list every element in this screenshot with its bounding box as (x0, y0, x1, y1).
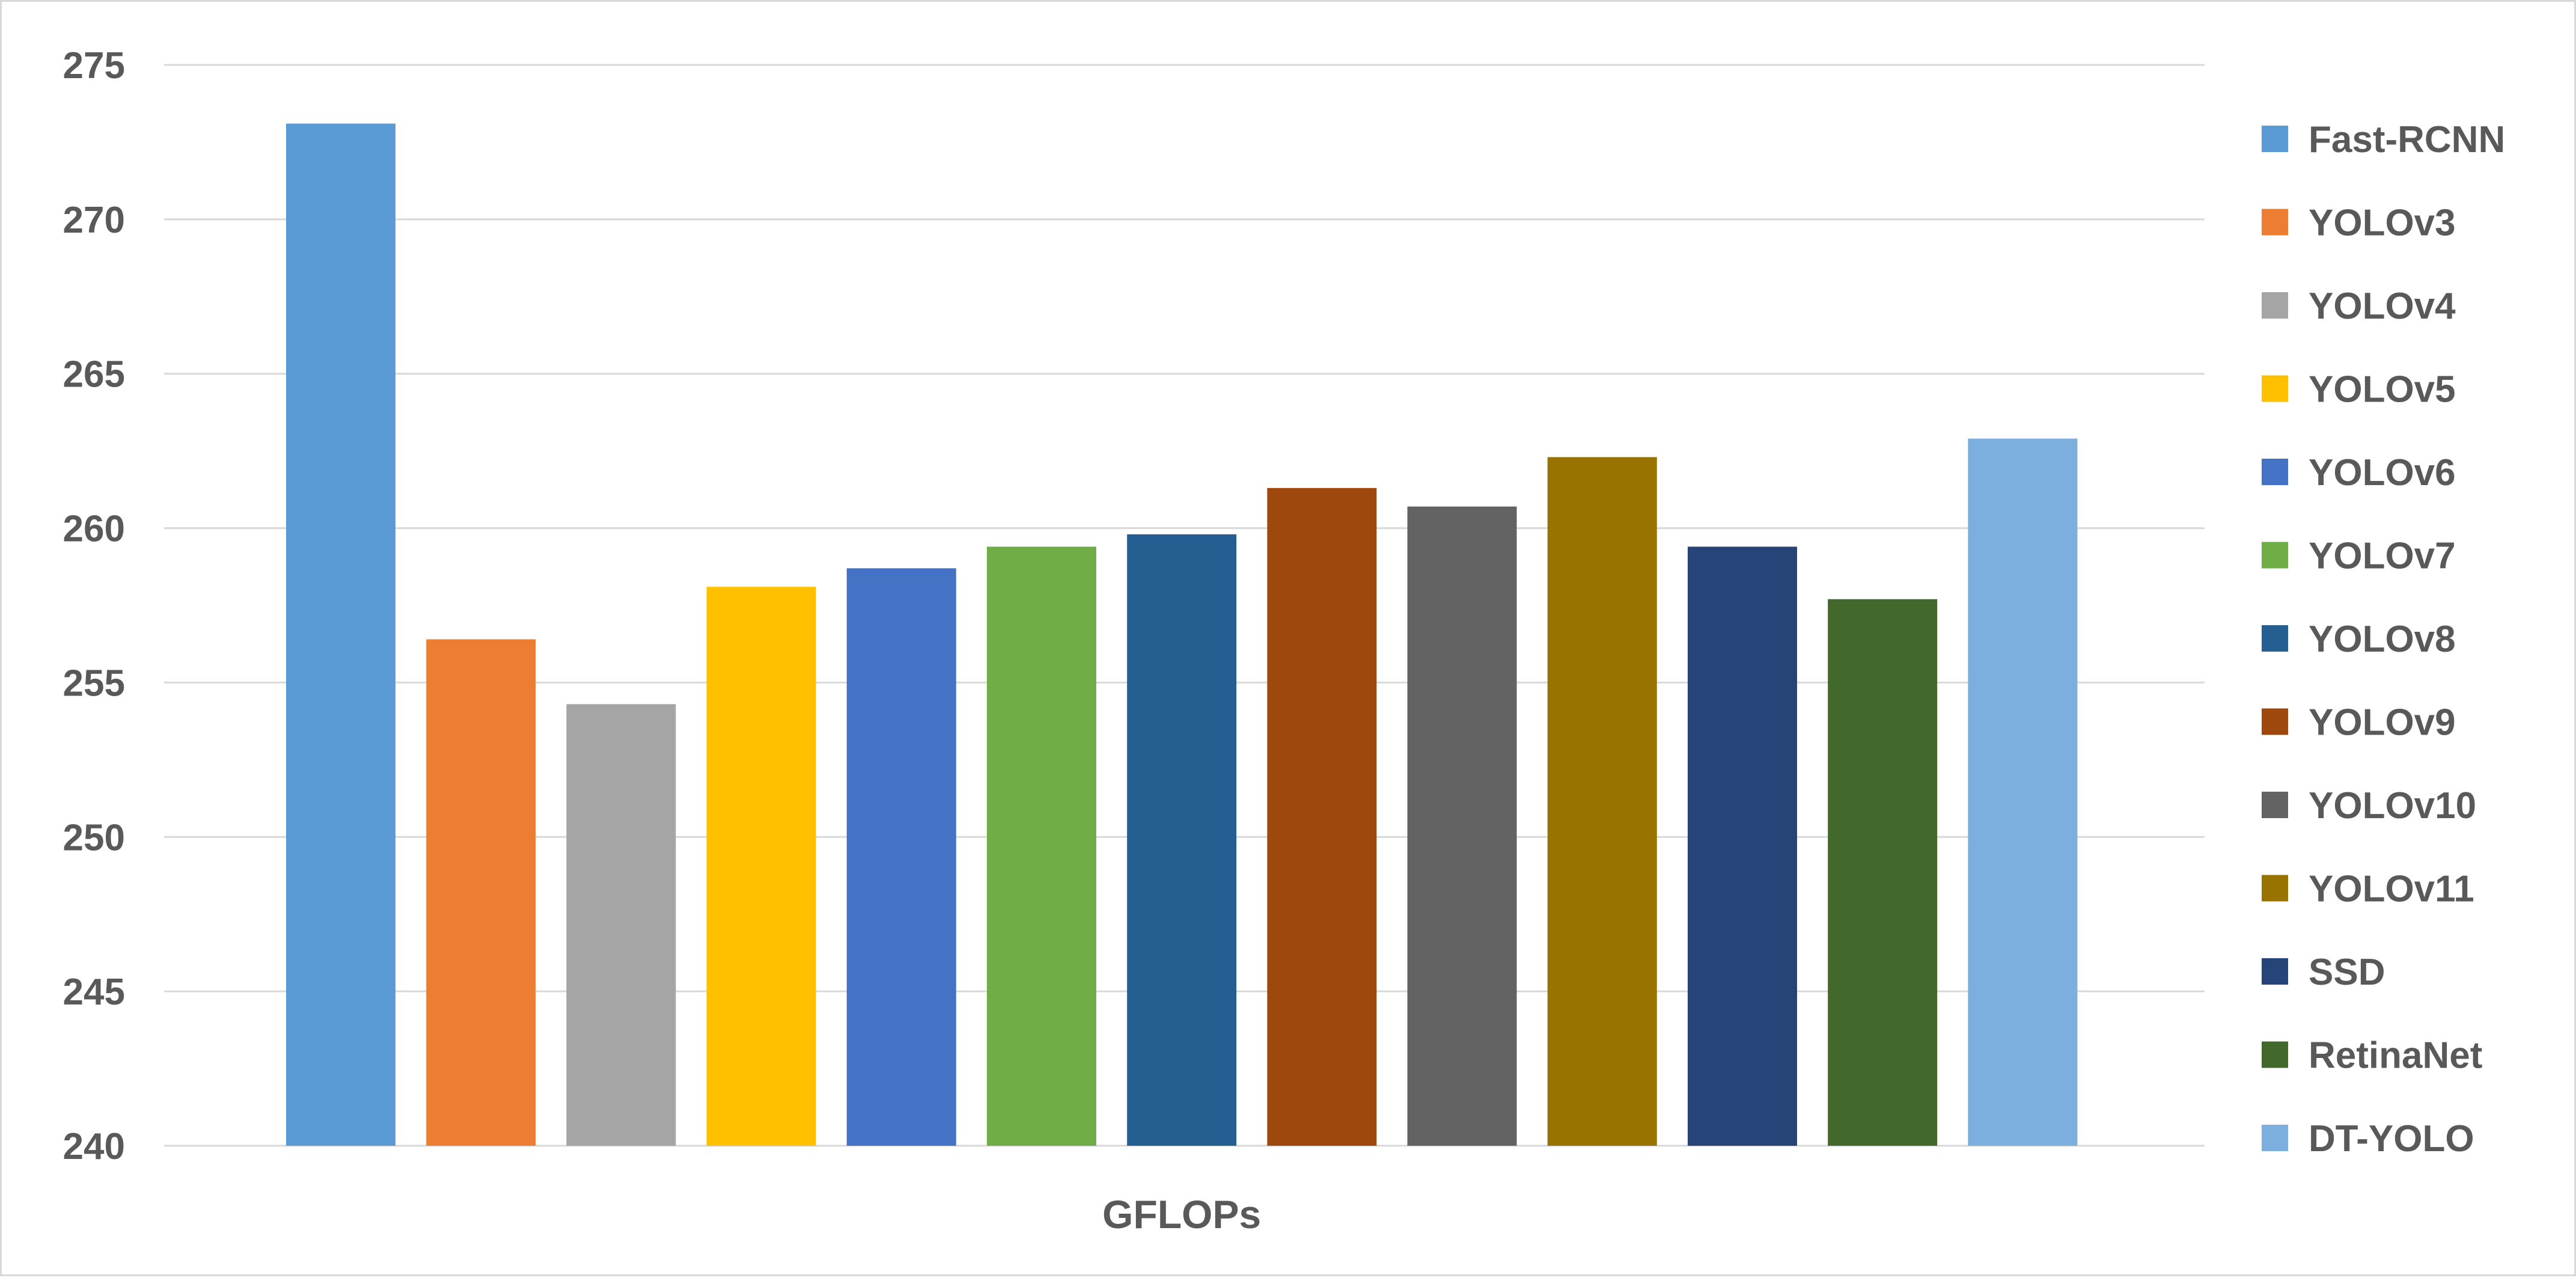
bar-fast-rcnn (286, 123, 395, 1146)
legend-label: YOLOv9 (2309, 702, 2456, 744)
legend-label: YOLOv10 (2309, 785, 2476, 827)
bar-yolov4 (566, 704, 676, 1146)
bar-ssd (1688, 546, 1797, 1146)
y-tick-label: 255 (63, 662, 125, 704)
bar-yolov9 (1267, 488, 1377, 1146)
legend-swatch (2262, 625, 2288, 652)
legend-item: SSD (2262, 952, 2385, 993)
x-axis-label: GFLOPs (1102, 1192, 1261, 1237)
y-tick-label: 250 (63, 817, 125, 858)
legend-label: YOLOv5 (2309, 369, 2456, 411)
bars (286, 123, 2078, 1146)
legend-item: YOLOv9 (2262, 702, 2456, 744)
legend-label: YOLOv11 (2309, 869, 2474, 910)
legend-swatch (2262, 1041, 2288, 1068)
legend-swatch (2262, 1125, 2288, 1151)
bar-yolov6 (846, 568, 956, 1146)
legend-item: YOLOv3 (2262, 203, 2456, 244)
legend-item: YOLOv10 (2262, 785, 2476, 827)
legend: Fast-RCNN YOLOv3 YOLOv4 YOLOv5 YOLOv6 YOLOv7 Y… (2262, 119, 2505, 1160)
legend-swatch (2262, 875, 2288, 902)
legend-label: YOLOv4 (2309, 286, 2456, 327)
legend-item: YOLOv7 (2262, 536, 2456, 577)
legend-swatch (2262, 126, 2288, 152)
y-tick-label: 240 (63, 1126, 125, 1167)
y-tick-label: 265 (63, 354, 125, 396)
y-tick-label: 275 (63, 45, 125, 87)
bar-yolov5 (706, 587, 816, 1146)
legend-label: YOLOv3 (2309, 203, 2456, 244)
legend-label: YOLOv7 (2309, 536, 2456, 577)
legend-item: DT-YOLO (2262, 1118, 2474, 1160)
legend-item: YOLOv11 (2262, 869, 2474, 910)
legend-item: Fast-RCNN (2262, 119, 2505, 161)
legend-swatch (2262, 708, 2288, 735)
bar-dt-yolo (1968, 438, 2078, 1146)
y-tick-label: 270 (63, 200, 125, 241)
bar-yolov10 (1407, 506, 1517, 1146)
legend-item: YOLOv5 (2262, 369, 2456, 411)
bar-yolov7 (987, 546, 1096, 1146)
legend-swatch (2262, 375, 2288, 402)
y-axis-tick-labels: 240 245 250 255 260 265 270 275 (63, 45, 125, 1167)
legend-label: SSD (2309, 952, 2385, 993)
y-tick-label: 245 (63, 971, 125, 1013)
y-tick-label: 260 (63, 509, 125, 550)
bar-yolov8 (1127, 534, 1237, 1146)
bar-yolov3 (426, 639, 536, 1146)
bar-retinanet (1828, 599, 1938, 1146)
legend-label: Fast-RCNN (2309, 119, 2505, 161)
legend-label: YOLOv6 (2309, 452, 2456, 494)
legend-label: DT-YOLO (2309, 1118, 2474, 1160)
legend-swatch (2262, 209, 2288, 236)
legend-item: YOLOv8 (2262, 619, 2456, 660)
bar-yolov11 (1547, 457, 1657, 1146)
legend-label: YOLOv8 (2309, 619, 2456, 660)
legend-swatch (2262, 292, 2288, 319)
legend-swatch (2262, 459, 2288, 485)
legend-item: YOLOv6 (2262, 452, 2456, 494)
legend-item: YOLOv4 (2262, 286, 2456, 327)
legend-label: RetinaNet (2309, 1035, 2482, 1077)
legend-item: RetinaNet (2262, 1035, 2482, 1077)
legend-swatch (2262, 792, 2288, 818)
legend-swatch (2262, 958, 2288, 985)
legend-swatch (2262, 542, 2288, 569)
